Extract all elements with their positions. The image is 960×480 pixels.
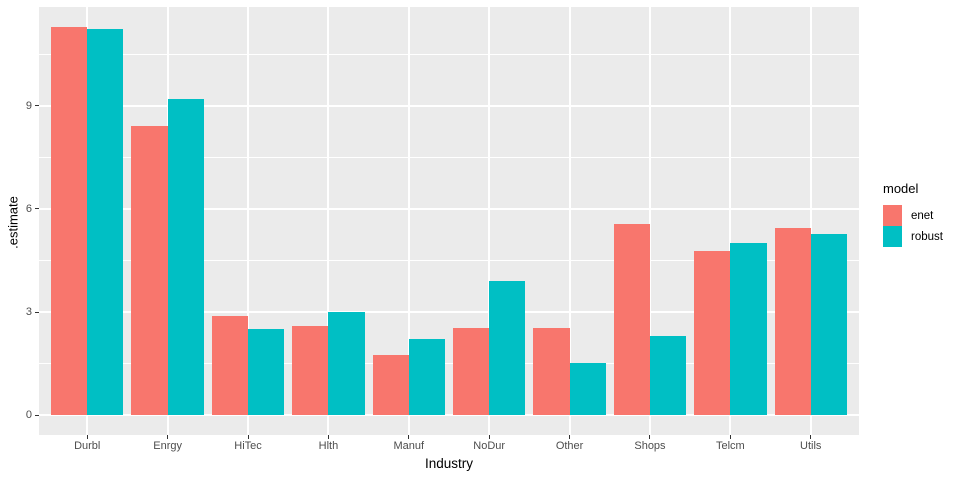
- minor-gridline: [39, 260, 859, 262]
- bar-robust-Telcm: [730, 243, 767, 416]
- y-tick-label: 3: [25, 306, 32, 319]
- x-axis-tick: [327, 435, 329, 439]
- legend-label-robust: robust: [911, 230, 943, 243]
- bar-robust-NoDur: [489, 281, 526, 416]
- minor-gridline: [39, 156, 859, 158]
- legend-label-enet: enet: [911, 209, 934, 222]
- x-axis-tick: [488, 435, 490, 439]
- vertical-gridline: [648, 7, 651, 435]
- minor-gridline: [39, 363, 859, 365]
- bar-enet-Telcm: [694, 251, 731, 416]
- x-tick-label: Shops: [634, 440, 666, 452]
- x-axis-tick: [649, 435, 651, 439]
- vertical-gridline: [247, 7, 250, 435]
- x-axis-tick: [810, 435, 812, 439]
- legend-title: model: [883, 181, 919, 196]
- x-tick-label: Hlth: [318, 440, 339, 452]
- x-tick-label: Enrgy: [153, 440, 182, 452]
- minor-gridline: [39, 53, 859, 55]
- bar-robust-Enrgy: [167, 98, 204, 416]
- legend: model enet robust: [883, 181, 943, 247]
- major-gridline: [39, 207, 859, 210]
- x-tick-label: Manuf: [393, 440, 425, 452]
- y-axis-tick: [35, 208, 39, 210]
- vertical-gridline: [327, 7, 330, 435]
- bar-enet-Shops: [613, 224, 650, 416]
- bar-enet-NoDur: [453, 328, 490, 416]
- y-axis-tick: [35, 414, 39, 416]
- bar-enet-Hlth: [292, 326, 329, 416]
- legend-swatch-enet: [883, 205, 902, 226]
- legend-swatch-robust: [883, 226, 902, 247]
- x-axis-tick: [167, 435, 169, 439]
- y-tick-label: 0: [25, 409, 32, 422]
- x-axis-tick: [408, 435, 410, 439]
- x-tick-label: Telcm: [715, 440, 745, 452]
- x-axis-tick: [729, 435, 731, 439]
- bar-enet-Other: [533, 327, 570, 416]
- legend-entry-robust: robust: [883, 226, 943, 247]
- bar-robust-Manuf: [408, 339, 445, 416]
- x-axis-tick: [86, 435, 88, 439]
- major-gridline: [39, 104, 859, 107]
- bar-robust-Hlth: [328, 311, 365, 416]
- legend-entry-enet: enet: [883, 205, 943, 226]
- vertical-gridline: [488, 7, 491, 435]
- y-axis-title: .estimate: [5, 196, 21, 249]
- plot-panel: [39, 7, 859, 435]
- vertical-gridline: [407, 7, 410, 435]
- vertical-gridline: [568, 7, 571, 435]
- x-tick-label: Utils: [800, 440, 822, 452]
- bar-enet-Manuf: [372, 355, 409, 416]
- vertical-gridline: [729, 7, 732, 435]
- vertical-gridline: [809, 7, 812, 435]
- y-axis-tick: [35, 311, 39, 313]
- bar-robust-Utils: [810, 234, 847, 416]
- bar-enet-Utils: [774, 227, 811, 416]
- x-tick-label: NoDur: [473, 440, 506, 452]
- bar-robust-Durbl: [87, 28, 124, 416]
- bar-robust-HiTec: [248, 328, 285, 416]
- y-axis-tick: [35, 105, 39, 107]
- x-axis-title: Industry: [424, 456, 474, 471]
- bar-enet-Durbl: [51, 26, 88, 416]
- x-tick-label: Other: [555, 440, 584, 452]
- bar-enet-Enrgy: [131, 125, 168, 416]
- bar-robust-Other: [569, 363, 606, 416]
- x-tick-label: Durbl: [74, 440, 101, 452]
- bar-enet-HiTec: [211, 316, 248, 416]
- y-tick-label: 6: [25, 202, 32, 215]
- major-gridline: [39, 414, 859, 417]
- major-gridline: [39, 311, 859, 314]
- bar-robust-Shops: [649, 335, 687, 416]
- x-tick-label: HiTec: [234, 440, 262, 452]
- y-tick-label: 9: [25, 99, 32, 112]
- x-axis-tick: [569, 435, 571, 439]
- x-axis-tick: [247, 435, 249, 439]
